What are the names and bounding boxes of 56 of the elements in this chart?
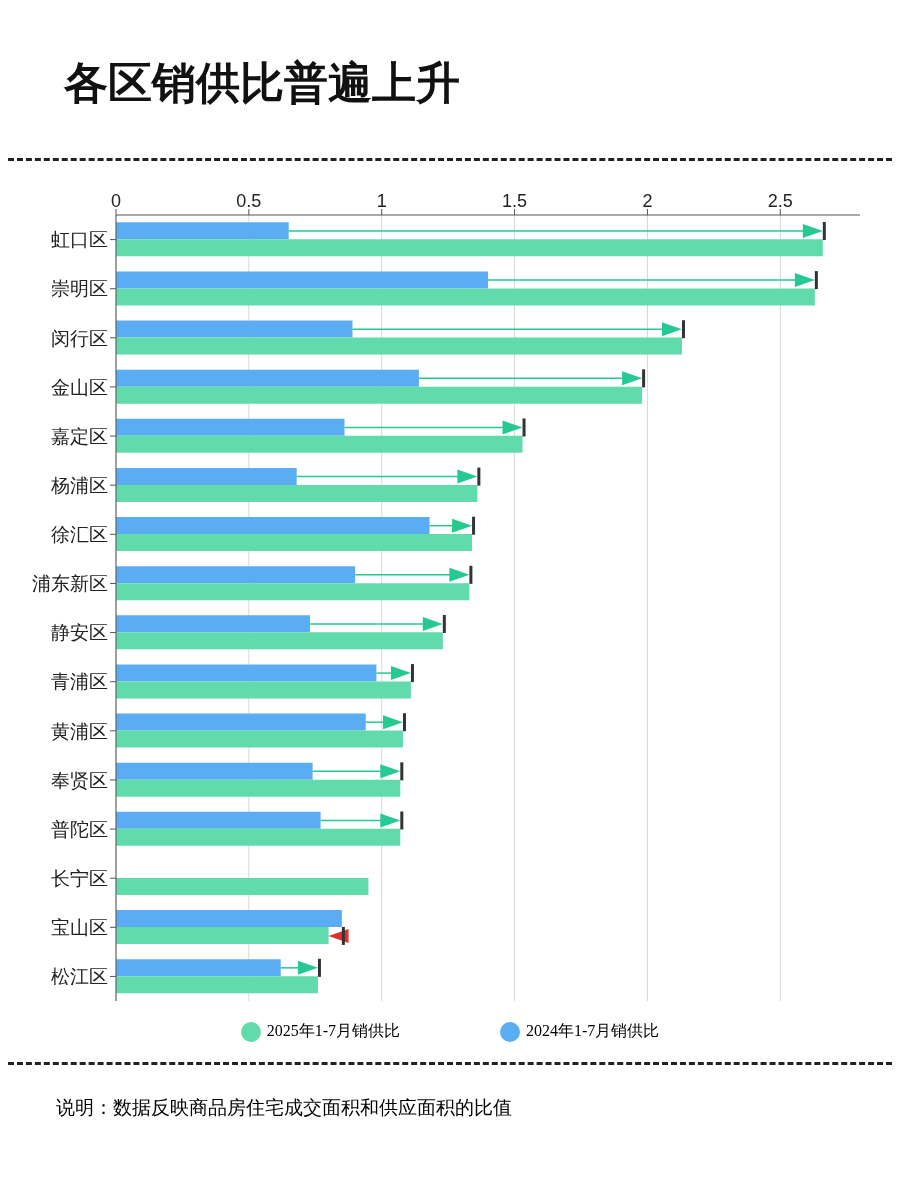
- bar: [116, 615, 310, 633]
- x-tick-label: 2.5: [767, 191, 793, 211]
- y-tick-label: 徐汇区: [51, 523, 108, 546]
- bar: [116, 877, 369, 895]
- y-tick-label: 嘉定区: [51, 424, 108, 447]
- bar: [116, 713, 366, 731]
- bar: [116, 386, 643, 404]
- y-tick-label: 长宁区: [51, 866, 108, 889]
- bar: [116, 959, 281, 977]
- legend-label: 2025年1-7月销供比: [266, 1021, 400, 1041]
- y-tick-label: 宝山区: [51, 916, 108, 939]
- y-tick-label: 奉贤区: [51, 768, 108, 791]
- y-tick-label: 松江区: [51, 965, 108, 988]
- y-tick-label: 金山区: [51, 375, 108, 398]
- bar: [116, 534, 473, 552]
- bar: [116, 976, 318, 994]
- bar: [116, 779, 401, 797]
- bar: [116, 435, 523, 453]
- bar: [116, 828, 401, 846]
- y-tick-label: 青浦区: [51, 670, 108, 693]
- bar: [116, 730, 403, 748]
- bar: [116, 632, 443, 650]
- y-tick-label: 虹口区: [51, 228, 108, 251]
- bar: [116, 271, 488, 289]
- bar: [116, 566, 356, 584]
- bar: [116, 337, 682, 355]
- y-tick-label: 静安区: [51, 621, 108, 644]
- x-tick-label: 1: [376, 191, 387, 211]
- bar: [116, 467, 297, 485]
- x-tick-label: 0: [110, 191, 122, 211]
- bar: [116, 320, 353, 338]
- x-tick-label: 2: [642, 191, 653, 211]
- y-tick-label: 杨浦区: [50, 473, 108, 496]
- y-tick-label: 闵行区: [51, 326, 108, 349]
- bar: [116, 583, 470, 601]
- bar: [116, 517, 430, 535]
- bar: [116, 369, 419, 387]
- y-tick-label: 普陀区: [51, 817, 108, 840]
- bar: [116, 418, 345, 436]
- bar: [116, 811, 321, 829]
- text: 说明：数据反映商品房住宅成交面积和供应面积的比值: [56, 1095, 513, 1120]
- bar: [116, 762, 313, 780]
- y-tick-label: 浦东新区: [32, 572, 108, 595]
- bar: [116, 910, 342, 928]
- legend-label: 2024年1-7月销供比: [526, 1021, 660, 1041]
- bar: [116, 484, 478, 502]
- y-tick-label: 崇明区: [51, 277, 108, 300]
- bar: [116, 222, 289, 240]
- bar: [116, 288, 815, 306]
- y-tick-label: 黄浦区: [51, 719, 108, 742]
- bar: [116, 681, 411, 699]
- bar: [116, 239, 823, 257]
- bar: [116, 664, 377, 682]
- chart-title: 各区销供比普遍上升: [64, 55, 460, 110]
- x-tick-label: 1.5: [502, 191, 528, 211]
- x-tick-label: 0.5: [236, 191, 262, 211]
